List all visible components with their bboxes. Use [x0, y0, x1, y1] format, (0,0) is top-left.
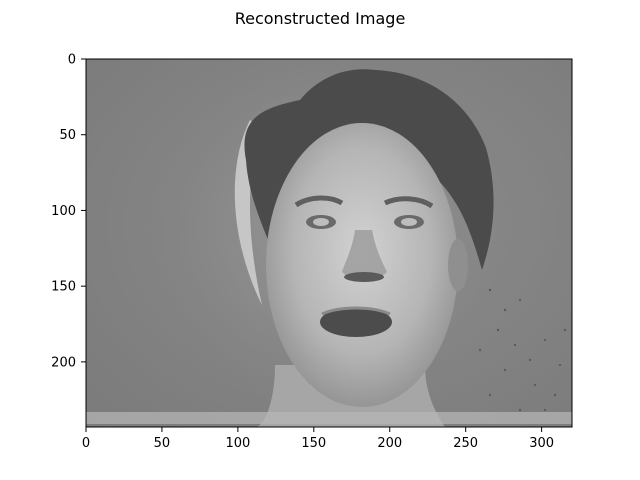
image-ear-right [448, 239, 468, 291]
image-panel [86, 59, 572, 427]
y-tick-label: 50 [59, 128, 76, 143]
image-brow-left [294, 195, 344, 208]
image-nostrils [344, 272, 384, 282]
image-eye-left-highlight [313, 218, 329, 226]
y-tick-label: 150 [51, 280, 76, 295]
image-brow-right [383, 196, 434, 209]
image-light-edge [234, 120, 262, 305]
image-nose [342, 230, 387, 280]
image-bottom-strip [86, 412, 572, 424]
image-hair [244, 69, 494, 270]
y-tick-label: 0 [68, 53, 76, 68]
image-mouth [320, 307, 392, 337]
image-upper-lip [321, 306, 391, 316]
x-tick-label: 100 [225, 436, 250, 451]
x-tick-label: 50 [154, 436, 171, 451]
image-noise-dots [478, 288, 567, 412]
x-tick-label: 150 [301, 436, 326, 451]
x-tick-label: 250 [453, 436, 478, 451]
y-tick-label: 100 [51, 204, 76, 219]
image-eye-right-highlight [401, 218, 417, 226]
x-axis: 0 50 100 150 200 250 300 [82, 427, 554, 451]
y-axis: 0 50 100 150 200 [51, 53, 86, 370]
chart-title: Reconstructed Image [235, 9, 406, 28]
x-tick-label: 300 [529, 436, 554, 451]
y-tick-label: 200 [51, 355, 76, 370]
axes-frame [85, 58, 573, 428]
x-tick-label: 200 [377, 436, 402, 451]
x-tick-label: 0 [82, 436, 90, 451]
